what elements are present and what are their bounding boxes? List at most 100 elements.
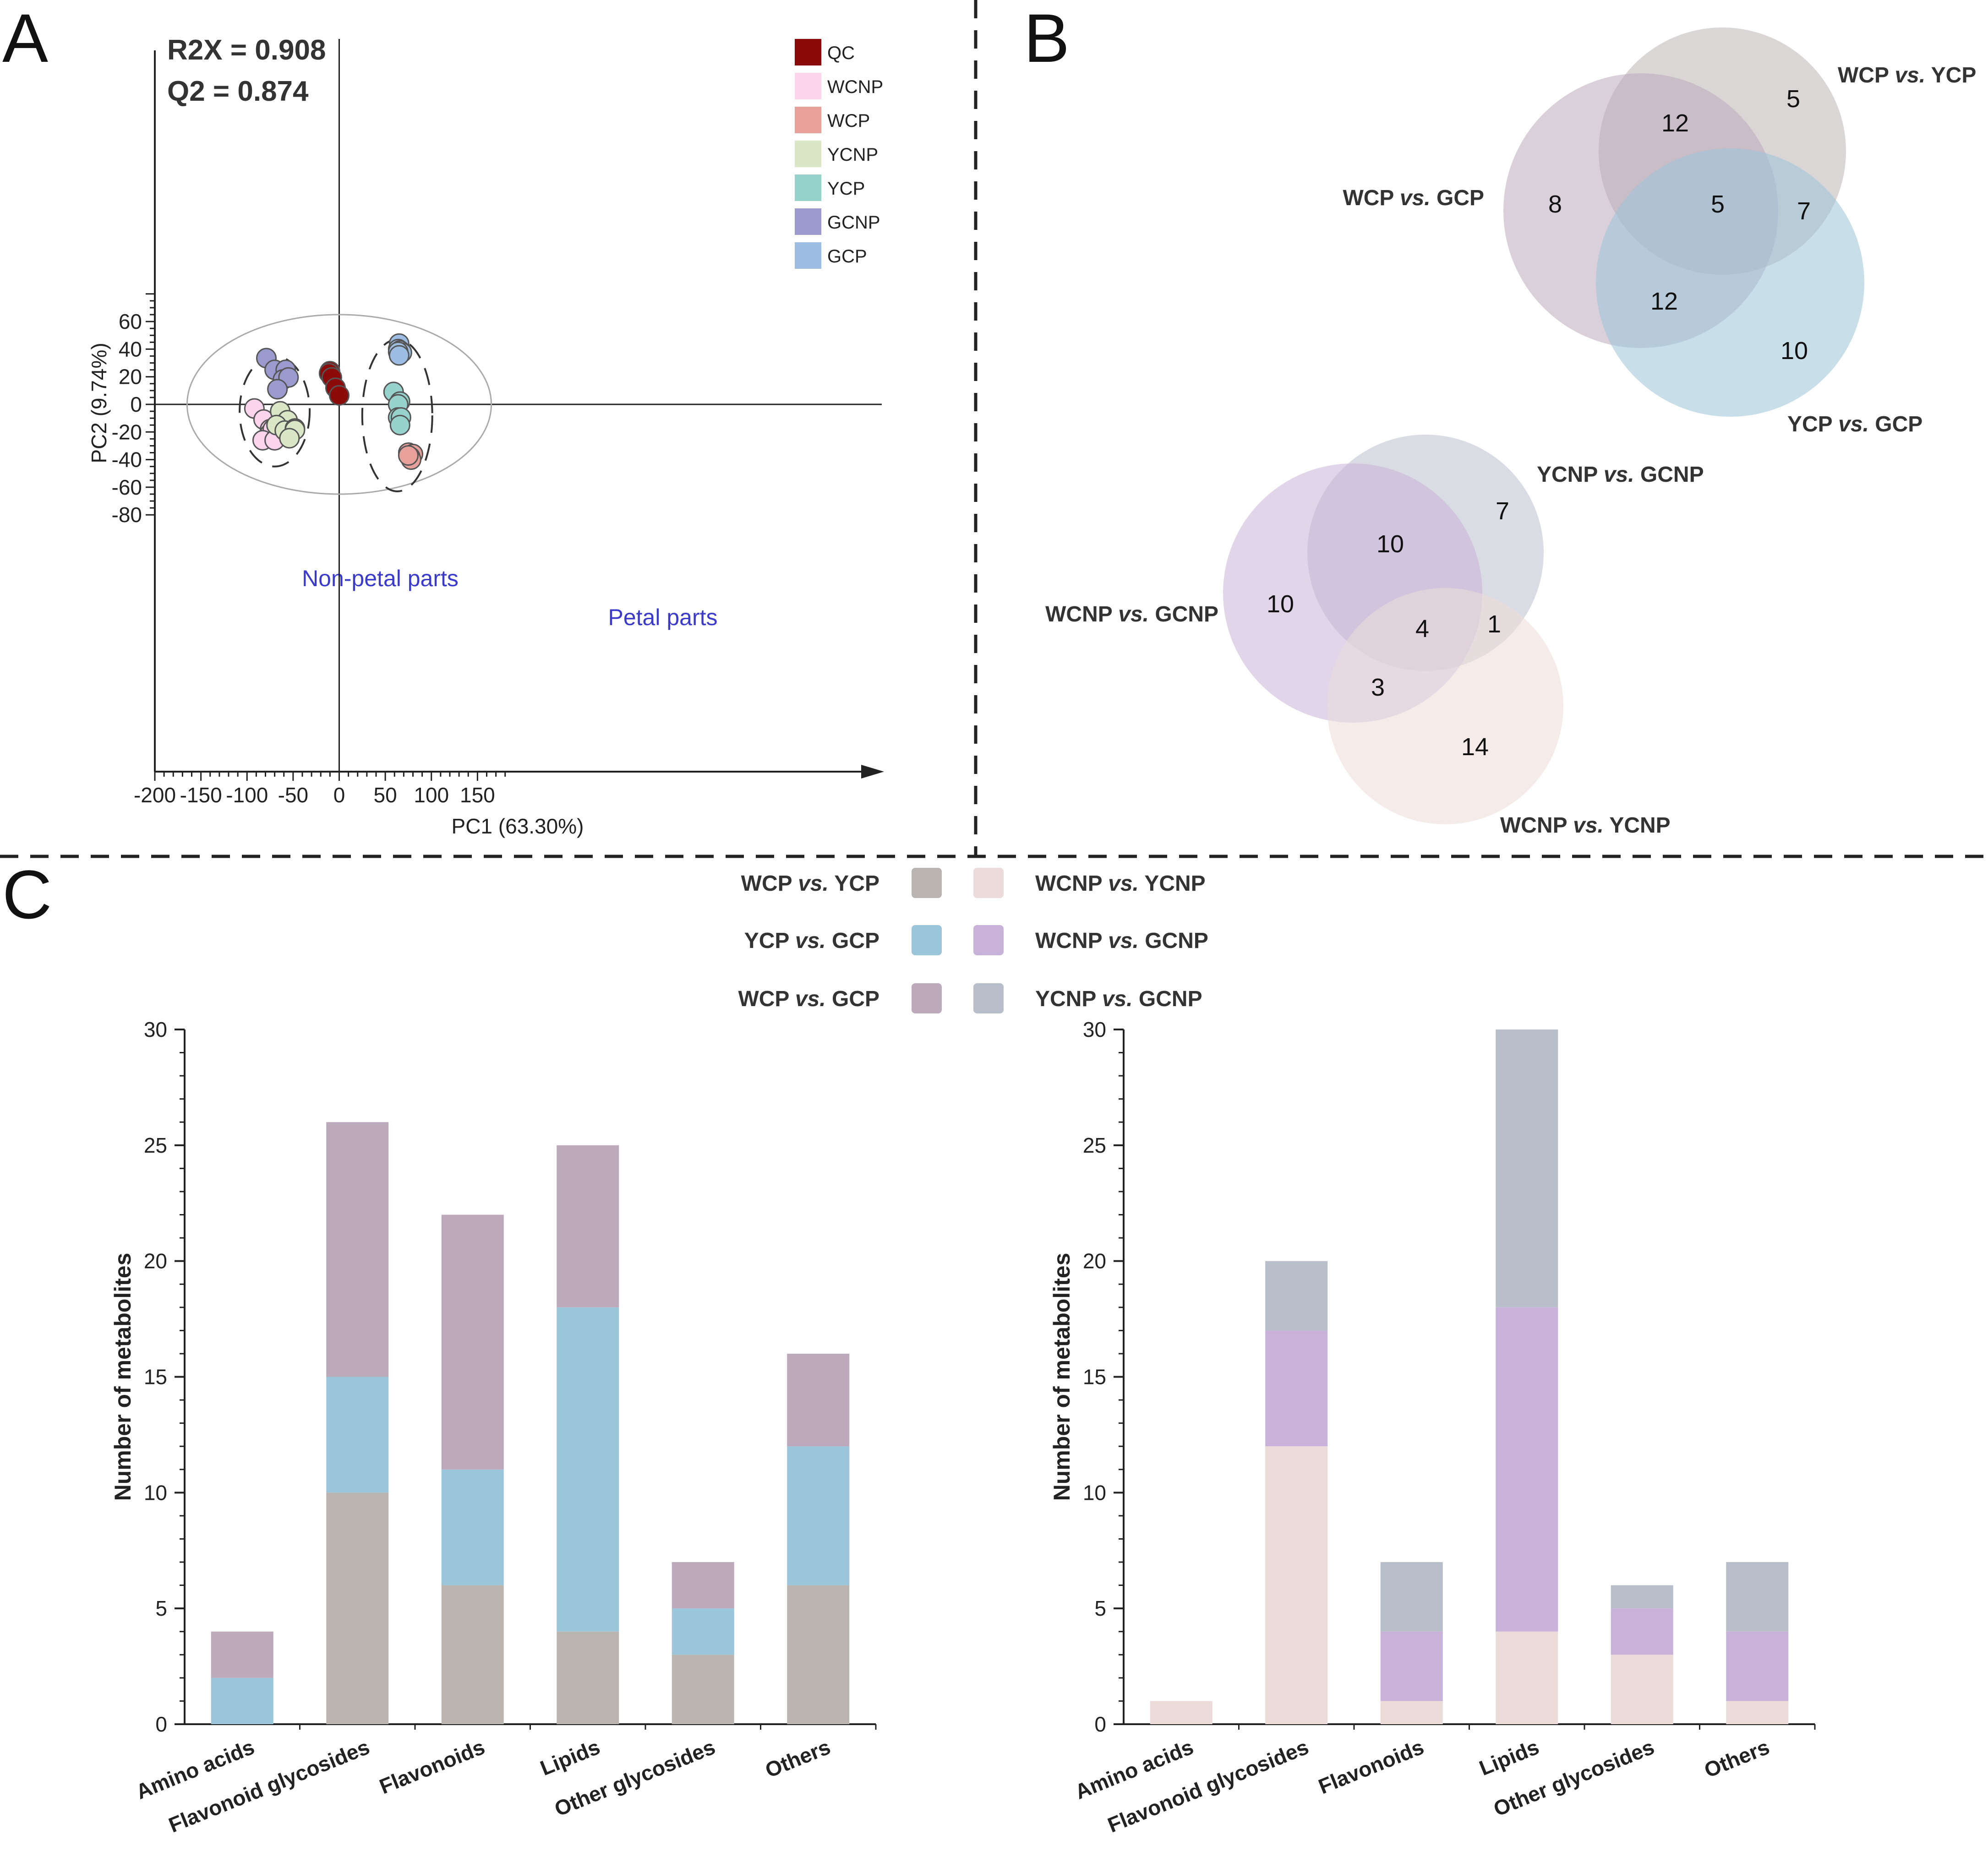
venn-title-ycp-gcp: YCP vs. GCP xyxy=(1787,412,1922,436)
point-ycp xyxy=(389,414,410,436)
pca-x-tick-label: 100 xyxy=(414,783,449,807)
bar-category-label: Flavonoid glycosides xyxy=(165,1735,373,1837)
bar-segment xyxy=(672,1562,734,1609)
bar-segment xyxy=(326,1492,389,1724)
legend-swatch-gcnp xyxy=(795,208,821,235)
bar-segment xyxy=(1380,1701,1443,1724)
pca-x-tick-label: -100 xyxy=(226,783,268,807)
bar-y-axis-label: Number of metabolites xyxy=(1049,1253,1075,1501)
bar-segment xyxy=(441,1469,504,1585)
bar-y-tick-label: 30 xyxy=(1083,1018,1106,1041)
bar-legend-label: WCNP vs. GCNP xyxy=(1035,929,1208,953)
bar-segment xyxy=(211,1631,273,1678)
legend-label-ycnp: YCNP xyxy=(827,145,878,165)
venn-title-ycnp-gcnp: YCNP vs. GCNP xyxy=(1537,463,1704,487)
venn-count: 5 xyxy=(1711,191,1725,218)
bar-legend-swatch xyxy=(912,925,942,955)
point-qc xyxy=(329,385,350,406)
bar-segment xyxy=(326,1122,389,1377)
legend-label-gcnp: GCNP xyxy=(827,212,880,233)
bar-segment xyxy=(1380,1631,1443,1701)
bar-segment xyxy=(1726,1631,1789,1701)
venn-count: 14 xyxy=(1461,733,1489,761)
pca-x-tick-label: -200 xyxy=(134,783,176,807)
pca-x-axis-label: PC1 (63.30%) xyxy=(452,814,584,838)
hotelling-ellipse xyxy=(186,314,492,495)
bar-segment xyxy=(1611,1585,1673,1609)
pca-x-tick-label: 0 xyxy=(333,783,345,807)
venn-title-wcp-ycp: WCP vs. YCP xyxy=(1838,63,1976,87)
bar-segment xyxy=(1265,1261,1328,1331)
venn-diagram-petal: 5 8 10 12 7 12 5 WCP vs. YCP WCP vs. GCP YCP vs. … xyxy=(1343,27,1976,436)
bar-segment xyxy=(557,1145,619,1307)
bar-legend-swatch xyxy=(912,983,942,1013)
legend-swatch-ycp xyxy=(795,174,821,201)
pca-y-tick-label: 40 xyxy=(119,337,142,361)
venn-count: 7 xyxy=(1797,197,1811,225)
venn-circle-ycp-gcp xyxy=(1596,148,1864,417)
bar-segment xyxy=(326,1377,389,1493)
venn-title-wcnp-ycnp: WCNP vs. YCNP xyxy=(1500,813,1671,838)
legend-label-qc: QC xyxy=(827,43,855,63)
legend-swatch-gcp xyxy=(795,242,821,269)
bar-segment xyxy=(1150,1701,1212,1724)
bar-legend: WCP vs. YCP YCP vs. GCP WCP vs. GCP WCNP vs… xyxy=(738,868,1208,1013)
pca-y-tick-label: -40 xyxy=(112,448,142,472)
legend-swatch-ycnp xyxy=(795,141,821,167)
group-label-petal: Petal parts xyxy=(608,604,717,630)
pca-x-tick-label: -150 xyxy=(180,783,222,807)
bar-y-tick-label: 15 xyxy=(1083,1365,1106,1389)
bar-y-axis-label: Number of metabolites xyxy=(110,1253,136,1501)
bar-y-tick-label: 25 xyxy=(1083,1133,1106,1157)
bar-segment xyxy=(1726,1701,1789,1724)
venn-count: 4 xyxy=(1415,615,1429,643)
venn-count: 5 xyxy=(1786,85,1800,113)
bar-legend-swatch xyxy=(973,925,1004,955)
bar-legend-swatch xyxy=(973,868,1004,898)
pca-legend: QC WCNP WCP YCNP YCP GCNP GCP xyxy=(795,39,883,269)
panel-a-letter: A xyxy=(2,0,48,76)
bar-category-label: Others xyxy=(762,1735,834,1782)
bar-category-label: Flavonoid glycosides xyxy=(1104,1735,1312,1837)
bar-segment xyxy=(441,1214,504,1470)
bar-segment xyxy=(557,1307,619,1632)
venn-count: 12 xyxy=(1661,109,1689,137)
pca-y-tick-label: 60 xyxy=(119,310,142,333)
q2-stat: Q2 = 0.874 xyxy=(167,76,309,107)
bar-segment xyxy=(1380,1562,1443,1632)
bar-segment xyxy=(1496,1029,1558,1307)
legend-swatch-wcnp xyxy=(795,73,821,99)
venn-count: 10 xyxy=(1267,590,1294,618)
bar-segment xyxy=(1611,1608,1673,1655)
bar-legend-swatch xyxy=(973,983,1004,1013)
bar-segment xyxy=(1496,1307,1558,1632)
bar-y-tick-label: 25 xyxy=(144,1133,167,1157)
bar-segment xyxy=(1726,1562,1789,1632)
venn-count: 7 xyxy=(1496,497,1509,525)
pca-x-tick-label: 150 xyxy=(460,783,495,807)
bar-segment xyxy=(787,1353,850,1447)
legend-label-wcp: WCP xyxy=(827,111,870,131)
bar-segment xyxy=(557,1631,619,1724)
pca-y-tick-label: 0 xyxy=(130,392,142,416)
bar-y-tick-label: 10 xyxy=(144,1481,167,1504)
venn-count: 8 xyxy=(1548,191,1562,218)
bar-legend-label: WCP vs. GCP xyxy=(738,987,879,1011)
bar-y-tick-label: 5 xyxy=(1094,1596,1106,1620)
bar-y-tick-label: 10 xyxy=(1083,1481,1106,1504)
bar-category-label: Lipids xyxy=(1476,1735,1542,1780)
bar-segment xyxy=(1265,1446,1328,1724)
pca-y-axis-label: PC2 (9.74%) xyxy=(87,343,111,463)
legend-label-wcnp: WCNP xyxy=(827,77,883,97)
point-wcp xyxy=(398,445,419,466)
venn-title-wcp-gcp: WCP vs. GCP xyxy=(1343,186,1484,210)
bar-category-label: Flavonoids xyxy=(376,1735,488,1798)
venn-count: 1 xyxy=(1487,610,1501,638)
bar-segment xyxy=(1496,1631,1558,1724)
bar-segment xyxy=(672,1655,734,1724)
legend-label-gcp: GCP xyxy=(827,246,867,267)
